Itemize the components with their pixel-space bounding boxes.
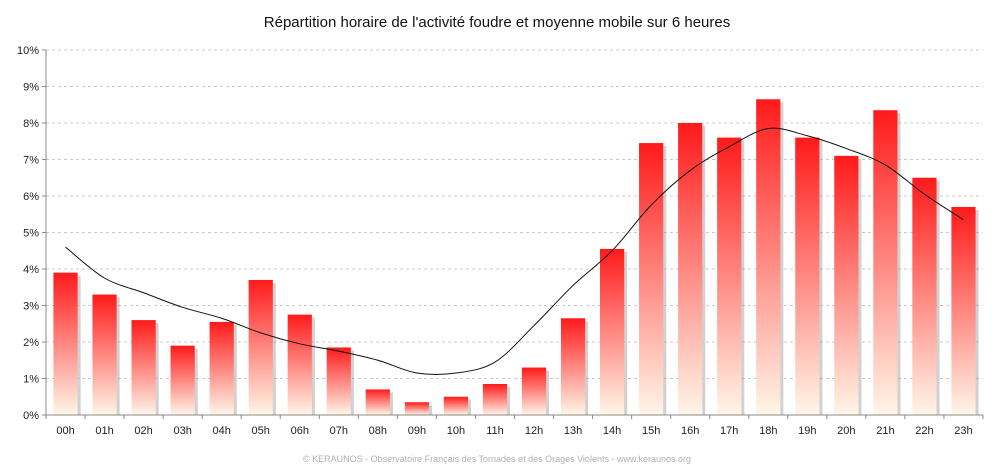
bar (287, 314, 312, 415)
y-tick-label: 6% (23, 191, 39, 203)
gridlines (46, 49, 983, 379)
y-tick-label: 4% (23, 264, 39, 276)
y-tick-label: 2% (23, 337, 39, 349)
bar (404, 402, 429, 415)
x-tick-label: 01h (95, 425, 113, 437)
x-tick-label: 13h (564, 425, 582, 437)
bar (951, 206, 976, 415)
bar (92, 294, 117, 415)
bar (170, 345, 195, 415)
x-tick-label: 05h (252, 425, 270, 437)
x-tick-label: 21h (876, 425, 894, 437)
bar (600, 248, 625, 415)
y-tick-label: 5% (23, 228, 39, 240)
x-tick-label: 02h (134, 425, 152, 437)
bar (560, 318, 586, 415)
bar (131, 320, 156, 415)
bar (443, 396, 469, 415)
x-tick-label: 06h (291, 425, 309, 437)
y-tick-label: 0% (23, 410, 39, 422)
y-tick-label: 7% (23, 155, 39, 167)
bar (248, 279, 273, 415)
x-tick-label: 16h (681, 425, 699, 437)
bar (209, 321, 234, 415)
x-tick-label: 12h (525, 425, 543, 437)
y-axis-ticks: 0% 1% 2% 3% 4% 5% 6% 7% 8% 9% 10% (17, 45, 46, 422)
bar (873, 110, 898, 415)
moving-average-line (65, 127, 964, 376)
bar (912, 177, 937, 415)
axes (45, 50, 983, 416)
x-tick-label: 03h (173, 425, 191, 437)
x-tick-label: 20h (837, 425, 855, 437)
x-tick-label: 00h (56, 425, 74, 437)
bar (639, 143, 664, 415)
y-tick-label: 9% (23, 82, 39, 94)
bar (756, 99, 781, 416)
y-tick-label: 8% (23, 118, 39, 130)
footer-credit: © KERAUNOS - Observatoire Français des T… (303, 454, 691, 464)
x-tick-label: 07h (330, 425, 348, 437)
x-tick-label: 09h (408, 425, 426, 437)
x-tick-label: 11h (486, 425, 504, 437)
x-tick-label: 22h (915, 425, 933, 437)
y-tick-label: 10% (17, 45, 39, 57)
x-tick-label: 17h (720, 425, 738, 437)
x-tick-label: 14h (603, 425, 621, 437)
bar (482, 383, 508, 415)
x-tick-label: 15h (642, 425, 660, 437)
moving-average-path (65, 127, 964, 376)
bar (795, 137, 820, 415)
bar (326, 347, 351, 415)
x-tick-label: 08h (369, 425, 387, 437)
x-tick-label: 18h (759, 425, 777, 437)
bar (678, 123, 703, 415)
bar (365, 389, 390, 415)
y-tick-label: 1% (23, 374, 39, 386)
x-tick-label: 04h (213, 425, 231, 437)
bar (53, 272, 78, 415)
x-axis-ticks: 00h 01h 02h 03h 04h 05h 06h 07h 08h 09h 10h 11h 12h 1… (45, 415, 984, 437)
x-tick-label: 10h (447, 425, 465, 437)
bars (53, 99, 979, 416)
x-tick-label: 19h (798, 425, 816, 437)
bar (521, 367, 547, 415)
x-tick-label: 23h (954, 425, 972, 437)
y-tick-label: 3% (23, 301, 39, 313)
bar (834, 155, 859, 415)
chart-title: Répartition horaire de l'activité foudre… (264, 14, 730, 31)
bar (717, 137, 742, 415)
